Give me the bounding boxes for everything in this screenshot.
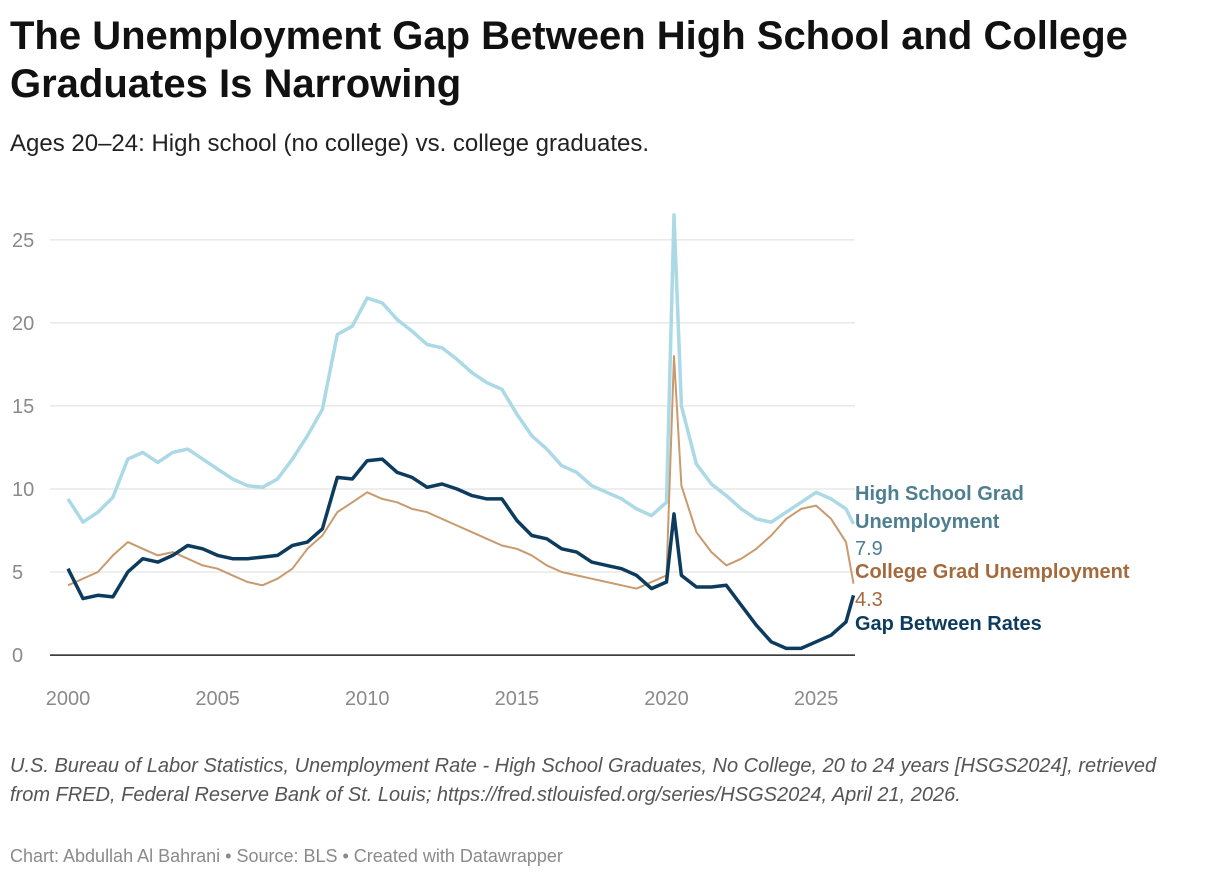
- y-tick-label: 20: [12, 313, 34, 335]
- series-labels: High School Grad Unemployment 7.9 Colleg…: [855, 483, 1130, 635]
- hs-last-value: 7.9: [855, 538, 883, 560]
- y-tick-label: 0: [12, 645, 23, 667]
- y-tick-label: 15: [12, 396, 34, 418]
- college-series-label: College Grad Unemployment: [855, 561, 1130, 583]
- y-tick-label: 10: [12, 479, 34, 501]
- gap-series-label: Gap Between Rates: [855, 613, 1042, 635]
- hs-series-label-line2: Unemployment: [855, 511, 1000, 533]
- hs-series-label: High School Grad: [855, 483, 1024, 505]
- college-last-value: 4.3: [855, 589, 883, 611]
- gridlines: [50, 239, 855, 656]
- hs-line: [66, 213, 856, 525]
- chart-title: The Unemployment Gap Between High School…: [10, 14, 1128, 106]
- source-notes: U.S. Bureau of Labor Statistics, Unemplo…: [10, 755, 1157, 806]
- series-lines: [66, 213, 856, 651]
- x-tick-label: 2015: [495, 688, 540, 710]
- x-tick-label: 2020: [644, 688, 689, 710]
- chart-credit: Chart: Abdullah Al Bahrani • Source: BLS…: [10, 846, 563, 866]
- college-line: [67, 355, 855, 590]
- x-tick-label: 2005: [195, 688, 240, 710]
- x-axis-ticks: 2000 2005 2010 2015 2020 2025: [46, 688, 839, 710]
- x-tick-label: 2000: [46, 688, 91, 710]
- chart-subtitle: Ages 20–24: High school (no college) vs.…: [10, 130, 650, 157]
- y-tick-label: 25: [12, 230, 34, 252]
- x-tick-label: 2025: [794, 688, 839, 710]
- y-tick-label: 5: [12, 562, 23, 584]
- x-tick-label: 2010: [345, 688, 390, 710]
- y-axis-ticks: 0 5 10 15 20 25: [12, 230, 34, 667]
- gap-line: [66, 457, 856, 651]
